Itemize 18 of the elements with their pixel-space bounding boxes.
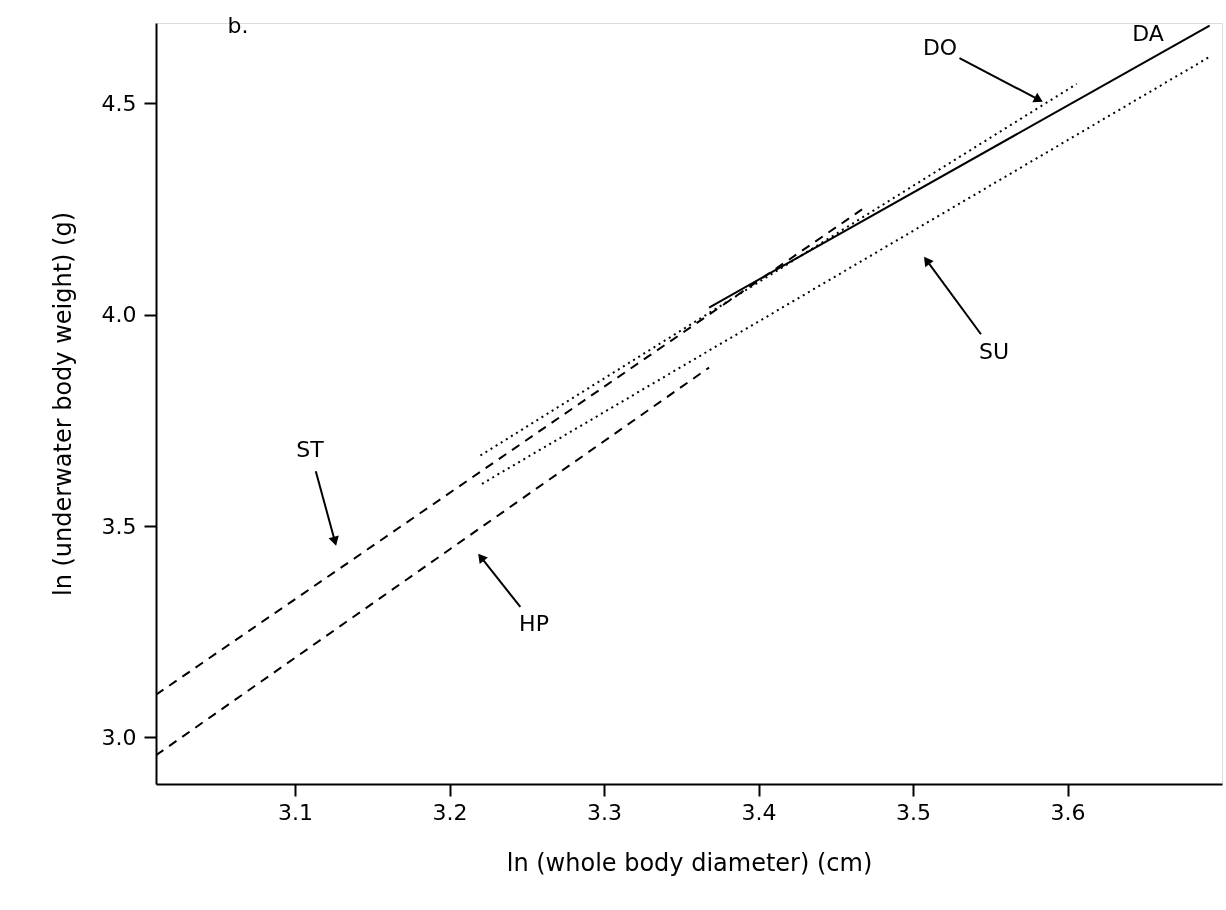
x-tick-label: 3.6 <box>1050 799 1086 825</box>
y-tick-label: 4.0 <box>101 302 137 328</box>
annotation: SU <box>978 339 1010 364</box>
y-tick-label: 3.5 <box>101 513 137 539</box>
annotation: DO <box>922 35 958 60</box>
x-tick-label: 3.3 <box>587 799 623 825</box>
annotation: DA <box>1132 21 1164 46</box>
annotation: b. <box>227 13 249 38</box>
y-tick-label: 3.0 <box>101 724 137 750</box>
annotation: HP <box>519 611 549 636</box>
annotation: ST <box>296 437 325 462</box>
x-tick-label: 3.2 <box>432 799 468 825</box>
y-tick-label: 4.5 <box>101 90 137 116</box>
y-axis-title: ln (underwater body weight) (g) <box>48 211 77 597</box>
x-tick-label: 3.4 <box>741 799 777 825</box>
x-tick-label: 3.1 <box>278 799 314 825</box>
x-tick-label: 3.5 <box>896 799 932 825</box>
x-axis-title: ln (whole body diameter) (cm) <box>506 848 873 877</box>
